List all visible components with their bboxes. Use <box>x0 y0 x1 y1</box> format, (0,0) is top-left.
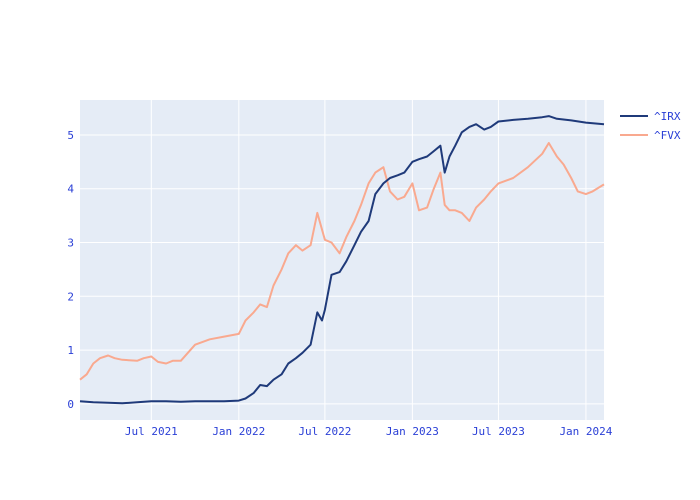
series-line-irx <box>79 115 605 405</box>
legend-item[interactable]: ^FVX <box>620 129 681 142</box>
y-tick-label: 3 <box>67 237 74 250</box>
plot-background <box>80 100 604 420</box>
gridlines <box>80 100 604 420</box>
legend-item[interactable]: ^IRX <box>620 110 681 123</box>
y-tick-label: 0 <box>67 398 74 411</box>
y-axis-tick-labels: 0 1 2 3 4 5 <box>67 129 74 411</box>
y-tick-label: 4 <box>67 183 74 196</box>
x-tick-label: Jul 2023 <box>472 425 525 438</box>
x-tick-label: Jan 2023 <box>386 425 439 438</box>
y-tick-label: 1 <box>67 344 74 357</box>
legend-label: ^FVX <box>654 129 681 142</box>
legend[interactable]: ^IRX ^FVX <box>620 110 681 142</box>
legend-label: ^IRX <box>654 110 681 123</box>
series-line-fvx <box>79 142 605 381</box>
x-axis-tick-labels: Jul 2021 Jan 2022 Jul 2022 Jan 2023 Jul 2023… <box>125 425 613 438</box>
x-tick-label: Jul 2021 <box>125 425 178 438</box>
y-tick-label: 5 <box>67 129 74 142</box>
series-lines <box>79 115 605 405</box>
x-tick-label: Jan 2024 <box>559 425 612 438</box>
x-tick-label: Jan 2022 <box>212 425 265 438</box>
x-tick-label: Jul 2022 <box>298 425 351 438</box>
y-tick-label: 2 <box>67 290 74 303</box>
